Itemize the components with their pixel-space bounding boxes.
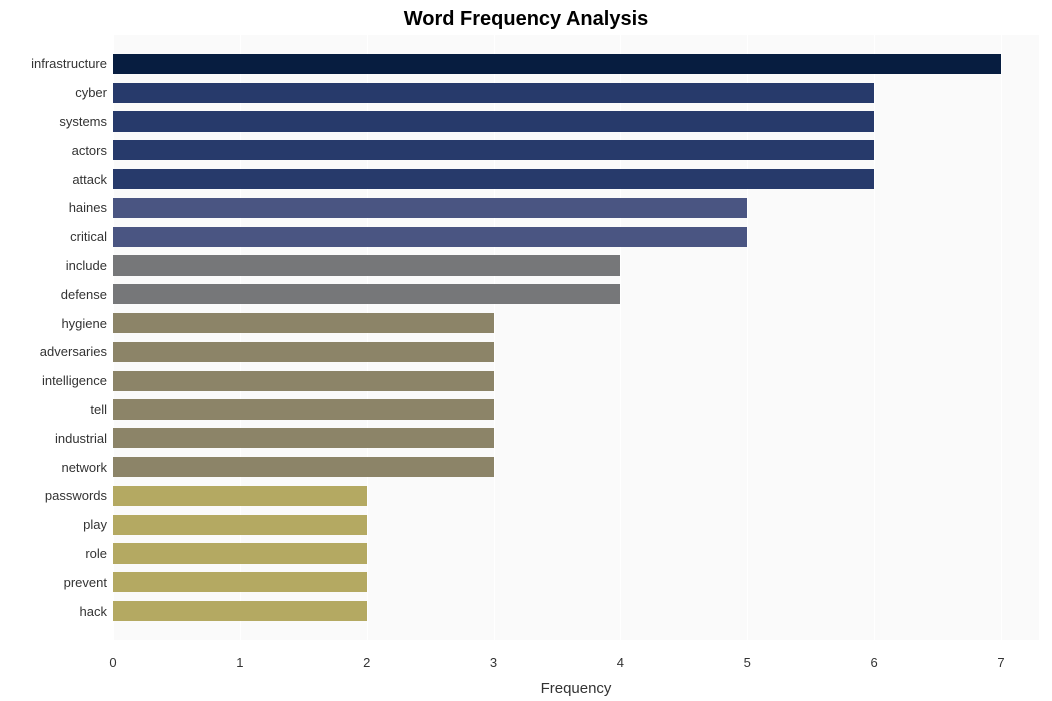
x-axis-tick: 5 bbox=[744, 655, 751, 670]
bar bbox=[113, 601, 367, 621]
x-axis-tick: 7 bbox=[997, 655, 1004, 670]
bar bbox=[113, 313, 494, 333]
bar bbox=[113, 111, 874, 131]
y-axis-label: tell bbox=[90, 402, 107, 417]
y-axis-label: systems bbox=[59, 114, 107, 129]
y-axis-label: hygiene bbox=[61, 316, 107, 331]
y-axis-label: actors bbox=[72, 143, 107, 158]
bar bbox=[113, 572, 367, 592]
y-axis-label: defense bbox=[61, 287, 107, 302]
x-axis-tick: 0 bbox=[109, 655, 116, 670]
bar bbox=[113, 227, 747, 247]
bar bbox=[113, 371, 494, 391]
x-axis-label: Frequency bbox=[113, 680, 1039, 697]
bar bbox=[113, 54, 1001, 74]
bar bbox=[113, 255, 620, 275]
bar bbox=[113, 399, 494, 419]
y-axis-label: industrial bbox=[55, 431, 107, 446]
y-axis-label: adversaries bbox=[40, 344, 107, 359]
x-axis-tick: 2 bbox=[363, 655, 370, 670]
y-axis-label: passwords bbox=[45, 488, 107, 503]
y-axis-label: critical bbox=[70, 229, 107, 244]
y-axis-label: role bbox=[85, 546, 107, 561]
bar bbox=[113, 428, 494, 448]
y-axis-label: infrastructure bbox=[31, 56, 107, 71]
y-axis-label: include bbox=[66, 258, 107, 273]
y-axis-label: prevent bbox=[64, 575, 107, 590]
y-axis-label: network bbox=[61, 460, 107, 475]
gridline bbox=[1001, 35, 1002, 640]
y-axis-label: haines bbox=[69, 200, 107, 215]
plot-area bbox=[113, 35, 1039, 640]
y-axis-label: cyber bbox=[75, 85, 107, 100]
bar bbox=[113, 515, 367, 535]
y-axis-label: intelligence bbox=[42, 373, 107, 388]
bar bbox=[113, 284, 620, 304]
chart-title: Word Frequency Analysis bbox=[0, 8, 1052, 31]
bar bbox=[113, 457, 494, 477]
x-axis-tick: 4 bbox=[617, 655, 624, 670]
bar bbox=[113, 83, 874, 103]
bar bbox=[113, 140, 874, 160]
chart-container: Word Frequency Analysis infrastructure cy… bbox=[0, 0, 1052, 701]
bar bbox=[113, 486, 367, 506]
x-axis-tick: 3 bbox=[490, 655, 497, 670]
x-axis-tick: 1 bbox=[236, 655, 243, 670]
y-axis-label: attack bbox=[72, 172, 107, 187]
bar bbox=[113, 169, 874, 189]
x-axis-tick: 6 bbox=[870, 655, 877, 670]
y-axis-label: play bbox=[83, 517, 107, 532]
bar bbox=[113, 543, 367, 563]
bar bbox=[113, 198, 747, 218]
gridline bbox=[874, 35, 875, 640]
bar bbox=[113, 342, 494, 362]
y-axis-label: hack bbox=[80, 604, 107, 619]
